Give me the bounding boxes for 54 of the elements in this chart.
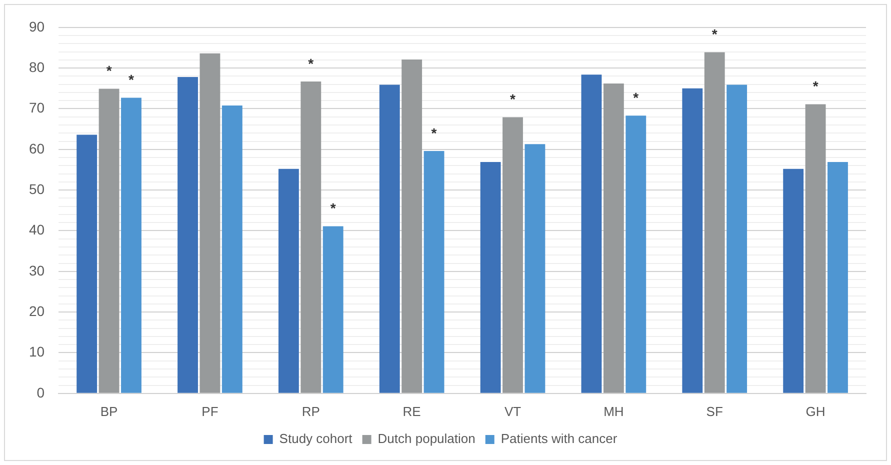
data-label: * [431, 124, 438, 141]
data-label: * [812, 78, 819, 94]
bar [502, 117, 523, 393]
x-tick-label: RP [302, 404, 320, 419]
y-tick-label: 70 [28, 100, 45, 116]
y-tick-label: 20 [28, 302, 45, 319]
data-label: * [128, 72, 135, 88]
bar [178, 77, 198, 393]
data-label: * [712, 26, 718, 42]
bar [626, 116, 646, 393]
bar [222, 105, 242, 393]
y-tick-label: 10 [28, 344, 45, 360]
legend-label: Study cohort [279, 431, 353, 446]
bar [379, 84, 400, 393]
x-tick-label: SF [706, 404, 723, 419]
bar [98, 88, 120, 393]
bar [300, 81, 322, 393]
data-label: * [633, 90, 640, 106]
bar [402, 60, 422, 393]
y-tick-label: 0 [36, 384, 45, 400]
bar [704, 52, 725, 393]
y-tick-label: 50 [28, 180, 45, 197]
y-tick-label: 30 [28, 262, 45, 278]
bar [783, 168, 804, 393]
x-tick-label: MH [604, 404, 624, 419]
bar [480, 162, 501, 393]
bar [805, 104, 826, 393]
y-tick-label: 80 [28, 58, 45, 75]
data-label: * [510, 91, 516, 108]
bar [726, 84, 748, 393]
y-tick-label: 40 [28, 222, 45, 238]
legend-label: Dutch population [378, 431, 476, 446]
bar [121, 98, 142, 393]
x-tick-label: BP [100, 404, 118, 419]
bar [200, 53, 220, 393]
x-tick-label: VT [504, 404, 522, 419]
bar [322, 226, 344, 393]
bar [682, 88, 703, 393]
data-label: * [330, 200, 336, 216]
bar [603, 84, 624, 393]
x-tick-label: RE [402, 404, 422, 419]
bar [424, 151, 444, 393]
x-tick-label: GH [806, 404, 826, 419]
y-tick-label: 90 [28, 18, 45, 34]
bar [581, 74, 602, 393]
legend-label: Patients with cancer [500, 431, 618, 446]
bar [524, 144, 546, 393]
bar [278, 168, 299, 393]
bar [828, 162, 848, 393]
data-label: * [308, 55, 314, 72]
data-label: * [106, 62, 112, 79]
bar [76, 134, 98, 393]
x-tick-label: PF [202, 404, 218, 419]
y-tick-label: 60 [28, 140, 45, 156]
